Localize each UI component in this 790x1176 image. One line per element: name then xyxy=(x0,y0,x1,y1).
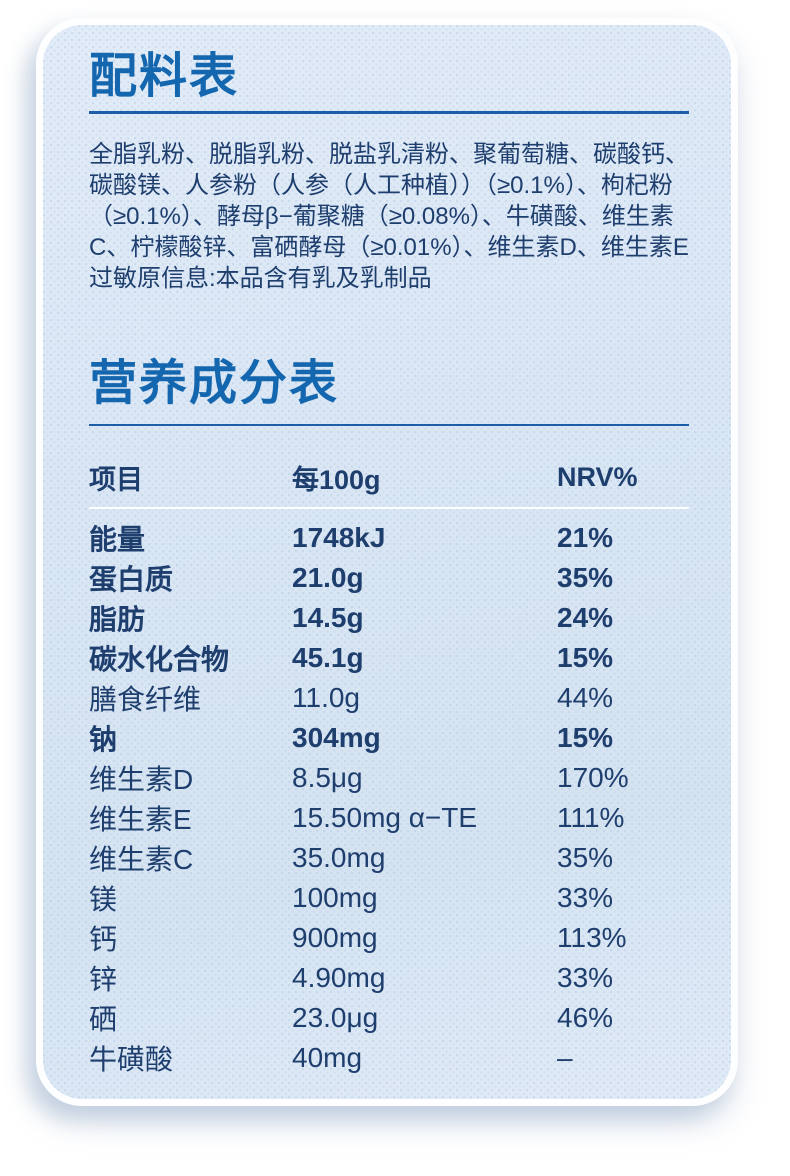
ingredients-text: 全脂乳粉、脱脂乳粉、脱盐乳清粉、聚葡萄糖、碳酸钙、碳酸镁、人参粉（人参（人工种植… xyxy=(89,140,689,261)
nutrient-amount: 4.90mg xyxy=(292,962,386,993)
ingredients-title: 配料表 xyxy=(89,50,240,103)
nutrient-name: 维生素C xyxy=(89,844,194,875)
table-row: 维生素D 8.5μg 170% xyxy=(89,758,689,798)
nutrient-nrv: 15% xyxy=(557,722,614,753)
nutrient-amount: 8.5μg xyxy=(292,762,363,793)
nutrition-title: 营养成分表 xyxy=(89,356,340,410)
column-header-per100g: 每100g xyxy=(292,464,381,495)
nutrient-nrv: 170% xyxy=(557,762,629,793)
nutrient-amount: 1748kJ xyxy=(292,522,386,553)
table-row: 镁 100mg 33% xyxy=(89,878,689,918)
nutrient-nrv: 35% xyxy=(557,842,614,873)
nutrient-name: 维生素D xyxy=(89,764,194,795)
nutrient-amount: 15.50mg α−TE xyxy=(292,802,478,833)
nutrient-name: 锌 xyxy=(89,964,118,995)
nutrient-name: 碳水化合物 xyxy=(89,644,230,675)
nutrient-amount: 21.0g xyxy=(292,562,364,593)
nutrient-nrv: 15% xyxy=(557,642,614,673)
column-header-item: 项目 xyxy=(89,464,143,495)
nutrient-name: 蛋白质 xyxy=(89,564,174,595)
nutrient-name: 镁 xyxy=(89,884,118,915)
nutrient-name: 牛磺酸 xyxy=(89,1044,174,1075)
nutrition-table-body: 能量 1748kJ 21% 蛋白质 21.0g 35% 脂肪 14.5g 24%… xyxy=(89,518,689,1078)
table-row: 脂肪 14.5g 24% xyxy=(89,598,689,638)
nutrient-amount: 900mg xyxy=(292,922,378,953)
table-row: 蛋白质 21.0g 35% xyxy=(89,558,689,598)
nutrient-name: 膳食纤维 xyxy=(89,684,202,715)
nutrient-nrv: 21% xyxy=(557,522,614,553)
nutrient-nrv: – xyxy=(557,1042,573,1073)
table-row: 膳食纤维 11.0g 44% xyxy=(89,678,689,718)
nutrition-title-rule xyxy=(89,423,689,426)
nutrient-nrv: 35% xyxy=(557,562,614,593)
ingredients-title-rule xyxy=(89,111,689,114)
nutrient-amount: 35.0mg xyxy=(292,842,386,873)
nutrient-name: 硒 xyxy=(89,1004,118,1035)
table-row: 碳水化合物 45.1g 15% xyxy=(89,638,689,678)
nutrient-name: 维生素E xyxy=(89,804,192,835)
nutrient-name: 钠 xyxy=(89,724,118,755)
nutrient-nrv: 24% xyxy=(557,602,614,633)
table-row: 能量 1748kJ 21% xyxy=(89,518,689,558)
table-row: 锌 4.90mg 33% xyxy=(89,958,689,998)
nutrient-nrv: 46% xyxy=(557,1002,614,1033)
table-row: 牛磺酸 40mg – xyxy=(89,1038,689,1078)
nutrient-amount: 100mg xyxy=(292,882,378,913)
nutrient-nrv: 33% xyxy=(557,962,614,993)
table-row: 维生素E 15.50mg α−TE 111% xyxy=(89,798,689,838)
table-row: 钠 304mg 15% xyxy=(89,718,689,758)
nutrient-name: 钙 xyxy=(89,924,118,955)
header-separator-rule xyxy=(89,507,689,509)
table-row: 硒 23.0μg 46% xyxy=(89,998,689,1038)
nutrient-name: 能量 xyxy=(89,524,146,555)
label-content: 配料表 全脂乳粉、脱脂乳粉、脱盐乳清粉、聚葡萄糖、碳酸钙、碳酸镁、人参粉（人参（… xyxy=(43,51,731,1078)
nutrition-table-header: 项目 每100g NRV% xyxy=(89,457,689,497)
nutrient-amount: 40mg xyxy=(292,1042,363,1073)
nutrient-nrv: 113% xyxy=(557,922,627,953)
label-card: 配料表 全脂乳粉、脱脂乳粉、脱盐乳清粉、聚葡萄糖、碳酸钙、碳酸镁、人参粉（人参（… xyxy=(36,18,738,1106)
nutrient-amount: 45.1g xyxy=(292,642,364,673)
nutrient-amount: 23.0μg xyxy=(292,1002,379,1033)
nutrient-nrv: 44% xyxy=(557,682,614,713)
nutrient-amount: 11.0g xyxy=(292,682,360,713)
nutrient-name: 脂肪 xyxy=(89,604,146,635)
column-header-nrv: NRV% xyxy=(557,461,638,492)
nutrient-amount: 14.5g xyxy=(292,602,364,633)
allergen-info: 过敏原信息:本品含有乳及乳制品 xyxy=(89,264,432,292)
nutrient-amount: 304mg xyxy=(292,722,381,753)
nutrient-nrv: 111% xyxy=(557,802,625,833)
nutrient-nrv: 33% xyxy=(557,882,614,913)
table-row: 维生素C 35.0mg 35% xyxy=(89,838,689,878)
table-row: 钙 900mg 113% xyxy=(89,918,689,958)
